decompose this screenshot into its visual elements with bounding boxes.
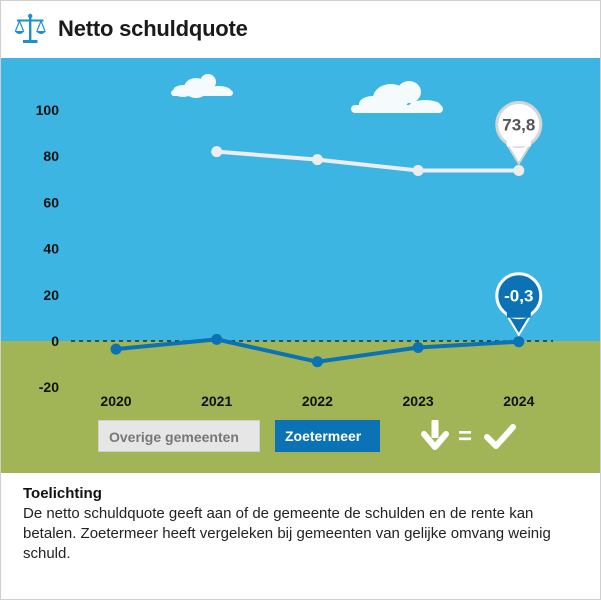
- data-point-overige[interactable]: [513, 165, 525, 177]
- toelichting-heading: Toelichting: [23, 485, 102, 502]
- data-point-zoetermeer[interactable]: [513, 336, 525, 348]
- chart-area: 100 80 60 40 20 0 -20 2020 2021 2022 2023 2024 73,…: [1, 58, 600, 473]
- cloud-left: [171, 74, 233, 98]
- x-tick-label: 2021: [201, 393, 232, 409]
- x-tick-label: 2020: [100, 393, 131, 409]
- scales-icon: [12, 11, 48, 47]
- card-header: Netto schuldquote: [1, 1, 600, 58]
- y-tick-label: 60: [43, 194, 59, 210]
- line-chart: 100 80 60 40 20 0 -20 2020 2021 2022 2023 2024 73,…: [1, 58, 600, 473]
- y-tick-label: 100: [36, 102, 60, 118]
- trend-indicator: =: [421, 420, 516, 450]
- page-title: Netto schuldquote: [58, 16, 248, 41]
- y-tick-label: 40: [43, 241, 59, 257]
- data-point-zoetermeer[interactable]: [110, 343, 122, 355]
- toelichting-body: De netto schuldquote geeft aan of de gem…: [23, 505, 551, 562]
- legend-overige-gemeenten[interactable]: Overige gemeenten: [98, 420, 260, 452]
- callout-label: 73,8: [502, 116, 535, 135]
- series-line-overige: [216, 149, 519, 173]
- callout-zoetermeer: -0,3: [495, 272, 543, 337]
- data-point-zoetermeer[interactable]: [311, 356, 323, 368]
- x-tick-label: 2022: [302, 393, 333, 409]
- data-point-zoetermeer[interactable]: [412, 341, 424, 353]
- data-point-overige[interactable]: [412, 165, 424, 177]
- checkmark-icon: [484, 424, 516, 449]
- data-point-overige[interactable]: [311, 154, 323, 166]
- data-point-zoetermeer[interactable]: [211, 333, 223, 345]
- y-tick-label: 20: [43, 287, 59, 303]
- data-point-overige[interactable]: [211, 146, 223, 158]
- y-tick-label: -20: [39, 379, 59, 395]
- callout-label: -0,3: [504, 287, 533, 306]
- legend-zoetermeer[interactable]: Zoetermeer: [275, 420, 380, 452]
- cloud-right: [351, 81, 443, 113]
- x-tick-label: 2023: [403, 393, 434, 409]
- y-tick-label: 0: [51, 333, 59, 349]
- arrow-down-icon: [421, 420, 449, 450]
- y-tick-label: 80: [43, 148, 59, 164]
- toelichting-section: Toelichting De netto schuldquote geeft a…: [1, 473, 600, 599]
- x-tick-label: 2024: [503, 393, 534, 409]
- callout-overige: 73,8: [495, 101, 543, 166]
- equals-sign: =: [458, 423, 472, 450]
